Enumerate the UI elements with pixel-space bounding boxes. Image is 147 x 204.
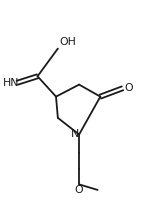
Text: O: O bbox=[124, 83, 133, 93]
Text: N: N bbox=[71, 130, 80, 140]
Text: OH: OH bbox=[60, 37, 77, 47]
Text: O: O bbox=[75, 185, 83, 195]
Text: HN: HN bbox=[2, 78, 19, 88]
